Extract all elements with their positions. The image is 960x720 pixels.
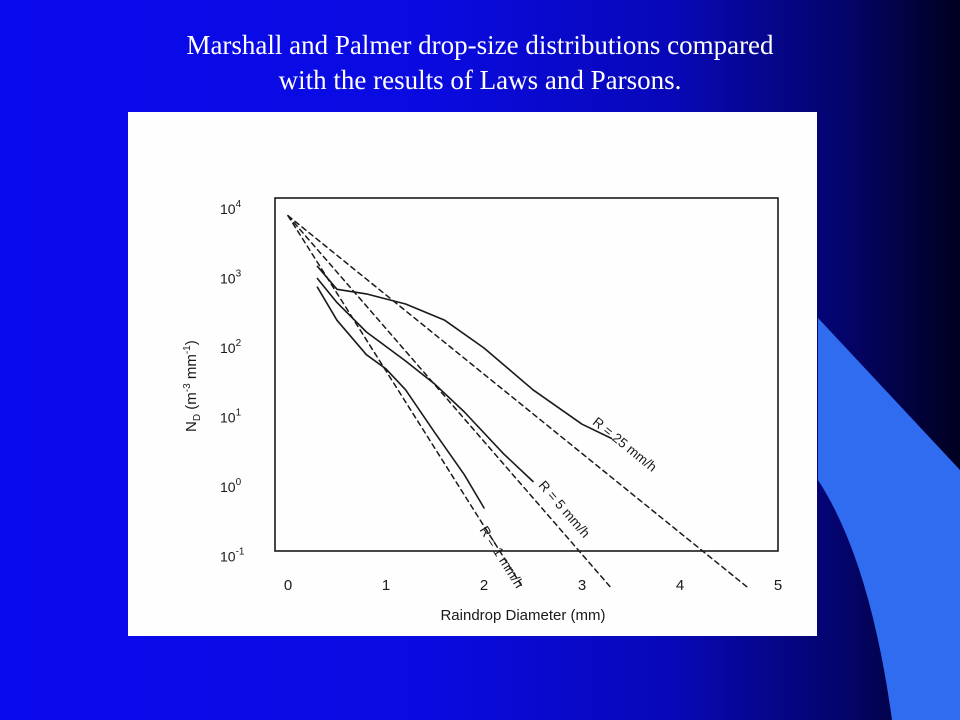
x-tick-label: 0 xyxy=(284,577,292,594)
x-tick-label: 2 xyxy=(480,577,488,594)
x-tick-label: 3 xyxy=(578,577,586,594)
series-labels: R = 25 mm/hR = 5 mm/hR = 1 mm/h xyxy=(477,414,660,590)
y-tick-base: 10 xyxy=(220,271,236,287)
y-tick-exponent: -1 xyxy=(236,547,245,558)
y-tick-label: 103 xyxy=(220,269,242,287)
x-axis-label: Raindrop Diameter (mm) xyxy=(440,607,605,624)
dashed-series-line-1 xyxy=(287,214,613,589)
solid-series-line-5 xyxy=(316,286,485,509)
series-label-0: R = 25 mm/h xyxy=(590,414,660,475)
plot-frame xyxy=(274,197,779,552)
y-tick-base: 10 xyxy=(220,201,236,217)
y-axis-label: ND (m-3 mm-1) xyxy=(182,340,203,432)
y-tick-label: 10-1 xyxy=(220,547,245,565)
y-axis-label-end: ) xyxy=(183,340,200,345)
x-tick-labels: 0 1 2 3 4 5 xyxy=(284,577,782,594)
x-tick-label: 1 xyxy=(382,577,390,594)
y-tick-base: 10 xyxy=(220,410,236,426)
series-group xyxy=(287,214,750,589)
y-tick-label: 104 xyxy=(220,199,242,217)
y-tick-base: 10 xyxy=(220,340,236,356)
title-line-1: Marshall and Palmer drop-size distributi… xyxy=(186,30,774,60)
slide-title: Marshall and Palmer drop-size distributi… xyxy=(70,28,890,98)
y-axis-label-main: N xyxy=(183,421,200,432)
y-tick-exponent: 4 xyxy=(236,199,242,210)
y-axis-label-exp2: -1 xyxy=(182,345,193,354)
y-axis-label-rest: (m xyxy=(183,392,200,414)
y-tick-label: 100 xyxy=(220,477,242,495)
y-axis-label-exp1: -3 xyxy=(182,383,193,392)
y-tick-base: 10 xyxy=(220,479,236,495)
solid-series-line-3 xyxy=(316,265,613,440)
y-axis-label-mid: mm xyxy=(183,354,200,383)
y-tick-exponent: 2 xyxy=(236,338,242,349)
y-tick-exponent: 3 xyxy=(236,269,242,280)
y-axis-label-sub: D xyxy=(192,414,203,421)
x-tick-label: 4 xyxy=(676,577,684,594)
y-tick-exponent: 0 xyxy=(236,477,242,488)
dashed-series-line-0 xyxy=(287,214,750,589)
series-label-1: R = 5 mm/h xyxy=(536,478,593,541)
accent-blue-curve xyxy=(818,318,960,720)
y-tick-exponent: 1 xyxy=(236,408,242,419)
y-tick-label: 101 xyxy=(220,408,242,426)
y-tick-base: 10 xyxy=(220,549,236,565)
x-tick-label: 5 xyxy=(774,577,782,594)
y-tick-label: 102 xyxy=(220,338,242,356)
title-line-2: with the results of Laws and Parsons. xyxy=(278,65,682,95)
solid-series-line-4 xyxy=(316,277,534,483)
